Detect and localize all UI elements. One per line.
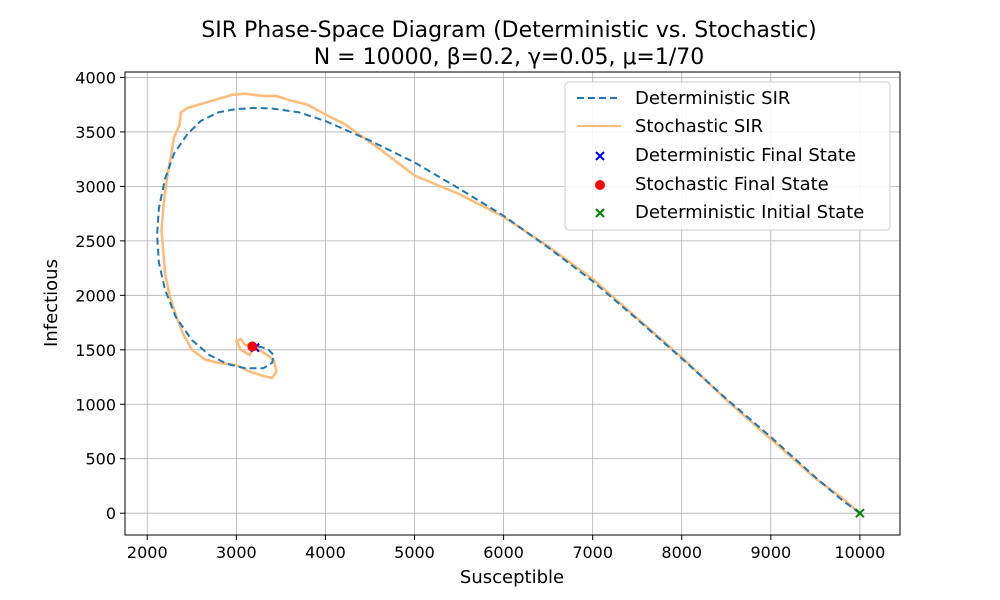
x-tick-label: 4000 [305,543,346,562]
stochastic-final-marker [247,341,258,352]
y-axis-ticks: 0 500 1000 1500 2000 2500 3000 3500 4000 [75,68,125,523]
deterministic-initial-marker [855,508,865,518]
legend-det-initial-label: Deterministic Initial State [635,202,864,223]
x-tick-label: 9000 [750,543,791,562]
legend-det-final-marker [595,151,605,161]
x-tick-label: 5000 [394,543,435,562]
x-tick-label: 7000 [572,543,613,562]
x-tick-label: 10000 [834,543,885,562]
y-tick-label: 3500 [75,123,116,142]
x-tick-label: 3000 [216,543,257,562]
chart-subtitle: N = 10000, β=0.2, γ=0.05, μ=1/70 [314,45,705,70]
deterministic-sir-line [156,107,861,515]
y-tick-label: 1500 [75,341,116,360]
axes-frame [124,71,901,536]
legend-stoch-final-label: Stochastic Final State [635,174,829,195]
y-tick-label: 0 [106,504,116,523]
y-tick-label: 4000 [75,68,116,87]
legend-deterministic-label: Deterministic SIR [635,88,790,109]
legend-stochastic-label: Stochastic SIR [635,116,763,137]
plot-area [156,92,865,518]
y-tick-label: 2500 [75,232,116,251]
y-axis-label: Infectious [41,259,62,347]
y-tick-label: 500 [85,450,116,469]
legend: Deterministic SIR Stochastic SIR Determi… [564,81,891,231]
legend-box [564,81,891,231]
x-tick-label: 6000 [483,543,524,562]
legend-det-final-label: Deterministic Final State [635,145,856,166]
x-axis-ticks: 2000 3000 4000 5000 6000 7000 8000 9000 10000 [127,535,885,562]
legend-stoch-final-marker [595,180,605,190]
x-tick-label: 2000 [127,543,168,562]
legend-det-initial-marker [595,208,605,218]
x-tick-label: 8000 [661,543,702,562]
y-tick-label: 1000 [75,395,116,414]
x-axis-label: Susceptible [460,567,564,588]
chart-title: SIR Phase-Space Diagram (Deterministic v… [201,18,817,43]
y-tick-label: 3000 [75,177,116,196]
y-tick-label: 2000 [75,286,116,305]
